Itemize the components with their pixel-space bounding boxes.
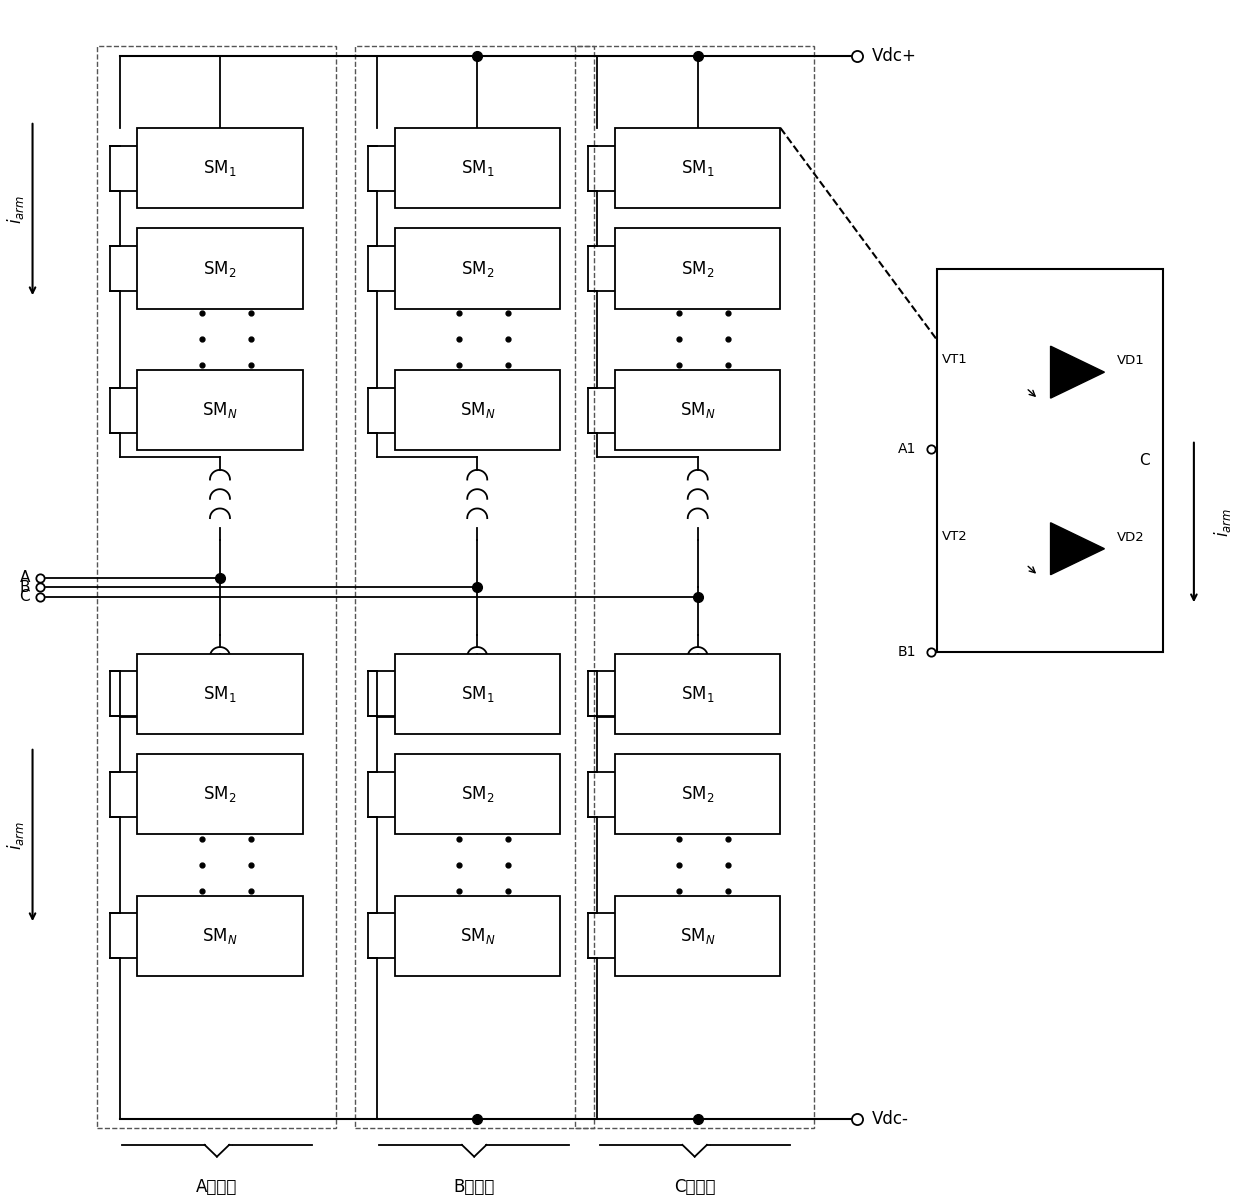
Bar xyxy=(615,370,780,450)
Text: SM$_1$: SM$_1$ xyxy=(681,158,714,178)
Text: C: C xyxy=(1138,452,1149,468)
Bar xyxy=(394,754,560,834)
Bar xyxy=(936,269,1163,653)
Text: SM$_N$: SM$_N$ xyxy=(680,926,715,946)
Bar xyxy=(138,128,303,209)
Text: B1: B1 xyxy=(898,646,916,659)
Bar xyxy=(615,228,780,308)
Bar xyxy=(138,895,303,976)
Text: SM$_1$: SM$_1$ xyxy=(460,158,494,178)
Text: Vdc-: Vdc- xyxy=(872,1110,909,1128)
Text: B相单元: B相单元 xyxy=(454,1178,495,1196)
Text: $i_{arm}$: $i_{arm}$ xyxy=(1213,508,1234,536)
Text: SM$_2$: SM$_2$ xyxy=(460,258,494,278)
Bar xyxy=(138,654,303,734)
Text: SM$_2$: SM$_2$ xyxy=(203,784,237,804)
Bar xyxy=(355,47,594,1128)
Bar xyxy=(394,654,560,734)
Bar xyxy=(615,654,780,734)
Text: SM$_2$: SM$_2$ xyxy=(460,784,494,804)
Bar xyxy=(394,895,560,976)
Text: VT2: VT2 xyxy=(941,530,967,542)
Text: C相单元: C相单元 xyxy=(673,1178,715,1196)
Text: SM$_2$: SM$_2$ xyxy=(681,784,714,804)
Text: VD2: VD2 xyxy=(1117,532,1145,544)
Text: SM$_N$: SM$_N$ xyxy=(460,926,495,946)
Bar xyxy=(394,370,560,450)
Bar xyxy=(138,228,303,308)
Bar xyxy=(138,370,303,450)
Text: A相单元: A相单元 xyxy=(196,1178,238,1196)
Text: SM$_N$: SM$_N$ xyxy=(202,926,238,946)
Polygon shape xyxy=(1050,523,1105,575)
Text: SM$_N$: SM$_N$ xyxy=(460,401,495,420)
Text: SM$_2$: SM$_2$ xyxy=(681,258,714,278)
Text: A: A xyxy=(20,570,30,586)
Bar xyxy=(575,47,815,1128)
Text: C: C xyxy=(20,589,30,605)
Bar xyxy=(615,754,780,834)
Bar xyxy=(615,128,780,209)
Text: SM$_N$: SM$_N$ xyxy=(202,401,238,420)
Text: SM$_1$: SM$_1$ xyxy=(681,684,714,703)
Bar xyxy=(394,228,560,308)
Text: $i_{arm}$: $i_{arm}$ xyxy=(5,821,26,850)
Bar xyxy=(98,47,336,1128)
Text: SM$_1$: SM$_1$ xyxy=(203,158,237,178)
Text: B: B xyxy=(20,580,30,595)
Bar xyxy=(394,128,560,209)
Bar xyxy=(138,754,303,834)
Text: A1: A1 xyxy=(898,442,916,456)
Text: VD1: VD1 xyxy=(1117,354,1145,367)
Text: SM$_1$: SM$_1$ xyxy=(203,684,237,703)
Text: SM$_2$: SM$_2$ xyxy=(203,258,237,278)
Text: SM$_1$: SM$_1$ xyxy=(460,684,494,703)
Text: SM$_N$: SM$_N$ xyxy=(680,401,715,420)
Bar xyxy=(615,895,780,976)
Text: Vdc+: Vdc+ xyxy=(872,47,916,65)
Polygon shape xyxy=(1050,346,1105,398)
Text: VT1: VT1 xyxy=(941,353,967,366)
Text: $i_{arm}$: $i_{arm}$ xyxy=(5,194,26,224)
